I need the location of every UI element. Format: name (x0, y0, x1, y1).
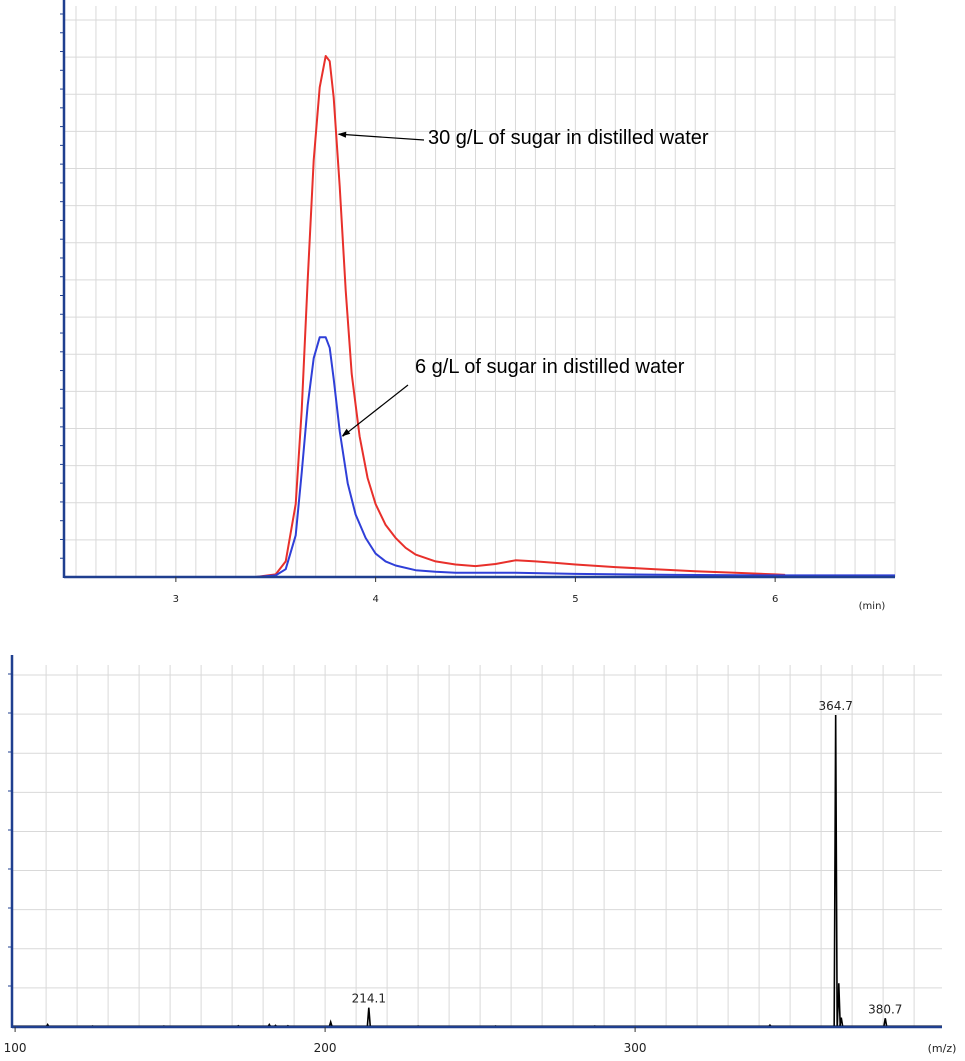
annotation-label-a30: 30 g/L of sugar in distilled water (428, 127, 709, 149)
chromatogram-chart: 3 4 5 6 (min) 30 g/L of sugar in distilled wa… (60, 0, 896, 612)
annotation-arrow-line-a30 (338, 133, 425, 141)
chrom-x-tick-label: 5 (572, 594, 578, 605)
series-line-low (64, 336, 895, 578)
annotation-arrowhead-a6 (341, 428, 351, 437)
mass-x-tick-label: 100 (4, 1041, 27, 1055)
mass-peak (328, 1019, 333, 1028)
mass-peak-label: 380.7 (868, 1002, 902, 1016)
chrom-x-tick-label: 3 (173, 594, 179, 605)
mass-peak (882, 1018, 888, 1028)
mass-x-tick-label: 200 (314, 1041, 337, 1055)
mass-peak-label: 364.7 (818, 699, 852, 713)
annotation-label-a6: 6 g/L of sugar in distilled water (415, 356, 685, 378)
mass-peak (836, 983, 842, 1028)
annotation-arrowhead-a30 (337, 131, 347, 138)
mass-peak (833, 714, 838, 1028)
annotation-arrow-line-a6 (342, 384, 409, 437)
mass-grid (12, 665, 942, 1027)
mass-peak-label: 214.1 (352, 992, 386, 1006)
mass-peak (366, 1007, 372, 1028)
mass-peak (838, 1017, 844, 1028)
series-line-high (64, 55, 786, 578)
mass-x-unit: (m/z) (928, 1042, 957, 1055)
chrom-x-tick-label: 6 (772, 594, 778, 605)
chrom-x-tick-label: 4 (372, 594, 378, 605)
chrom-grid (64, 6, 896, 577)
mass-x-tick-label: 300 (624, 1041, 647, 1055)
mass-spectrum-chart: 214.1 364.7 380.7 100 200 300 (m/z) (4, 655, 957, 1055)
chrom-x-unit: (min) (859, 601, 886, 612)
